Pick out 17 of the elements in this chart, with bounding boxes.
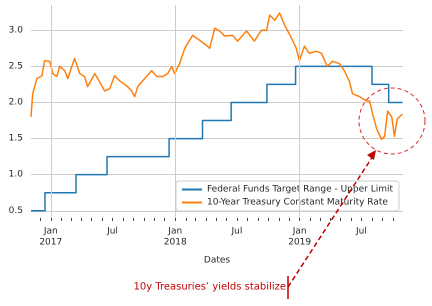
y-tick-label: 1.5	[8, 134, 23, 144]
y-tick-label: 0.5	[8, 206, 23, 216]
x-tick-label: Jan 2019	[288, 226, 312, 248]
text: 10y Treasuries’ yields stabilize	[134, 282, 286, 292]
x-axis-title: Dates	[204, 256, 230, 266]
x-tick-label: Jul	[106, 226, 118, 236]
line-series	[30, 12, 404, 140]
x-tick-label: Jan 2018	[164, 226, 187, 248]
y-tick-label: 1.0	[8, 170, 24, 180]
y-tick-label: 2.5	[8, 61, 23, 72]
y-tick-label: 3.0	[8, 25, 24, 36]
legend-label: 10-Year Treasury Constant Maturity Rate	[206, 198, 388, 208]
x-tick-label: Jan 2017	[39, 226, 62, 248]
y-tick-label: 2.0	[8, 97, 24, 108]
legend-label: Federal Funds Target Range - Upper Limit	[206, 184, 394, 194]
x-tick-label: Jul	[230, 226, 242, 236]
x-tick-label: Jul	[354, 226, 367, 236]
